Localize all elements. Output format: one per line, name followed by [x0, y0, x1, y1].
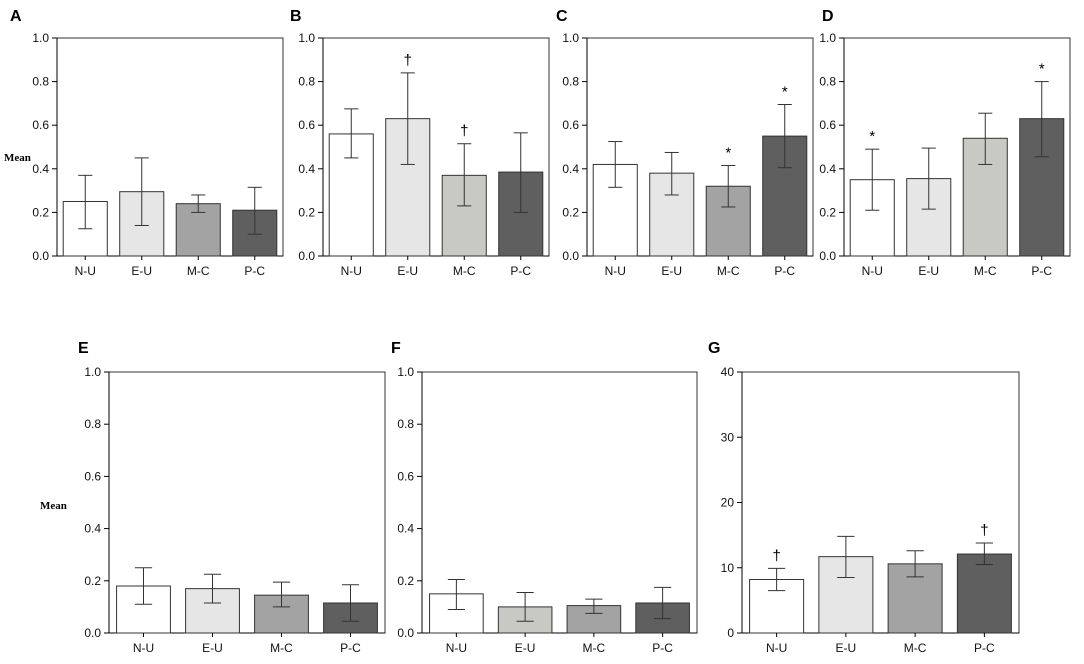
chart-panel-C: C 0.0 0.2 0.4 0.6 0.8 1.0 N-U E-U * M-C * P-C: [556, 8, 814, 278]
x-tick-label: N-U: [75, 264, 96, 278]
y-tick-label: 0.0: [819, 249, 836, 263]
x-tick-label: P-C: [244, 264, 265, 278]
y-tick-label: 0.0: [562, 249, 579, 263]
y-tick-label: 0.4: [819, 162, 836, 176]
y-tick-label: 0.4: [397, 522, 414, 536]
y-tick-label: 0.6: [397, 469, 414, 483]
x-tick-label: P-C: [974, 641, 995, 655]
x-tick-label: M-C: [974, 264, 997, 278]
y-tick-label: 20: [721, 496, 735, 510]
y-tick-label: 1.0: [562, 31, 579, 45]
x-tick-label: N-U: [341, 264, 362, 278]
x-tick-label: M-C: [717, 264, 740, 278]
x-tick-label: M-C: [583, 641, 606, 655]
y-tick-label: 0.2: [298, 205, 315, 219]
panel-letter-d: D: [822, 8, 834, 25]
y-tick-label: 1.0: [397, 365, 414, 379]
x-tick-label: M-C: [453, 264, 476, 278]
y-tick-label: 0.8: [819, 75, 836, 89]
y-tick-label: 0.8: [397, 417, 414, 431]
y-tick-label: 1.0: [32, 31, 49, 45]
x-tick-label: P-C: [510, 264, 531, 278]
y-axis-label: Mean: [40, 500, 67, 512]
x-tick-label: E-U: [661, 264, 682, 278]
significance-marker: †: [460, 123, 468, 140]
x-tick-label: E-U: [515, 641, 536, 655]
y-tick-label: 0.6: [298, 118, 315, 132]
y-tick-label: 0.2: [562, 205, 579, 219]
x-tick-label: M-C: [904, 641, 927, 655]
significance-marker: †: [980, 522, 988, 539]
x-tick-label: E-U: [836, 641, 857, 655]
chart-panel-A: A Mean 0.0 0.2 0.4 0.6 0.8 1.0 N-U E-U M-C P-C: [4, 8, 284, 278]
significance-marker: *: [1039, 61, 1045, 78]
chart-panel-G: G 0 10 20 30 40 † N-U E-U M-C † P-C: [708, 340, 1020, 655]
x-tick-label: N-U: [133, 641, 154, 655]
y-tick-label: 0.2: [397, 574, 414, 588]
y-tick-label: 10: [721, 561, 735, 575]
y-tick-label: 0.8: [84, 417, 101, 431]
y-tick-label: 0.0: [397, 626, 414, 640]
y-tick-label: 0.4: [298, 162, 315, 176]
x-tick-label: P-C: [774, 264, 795, 278]
y-tick-label: 0.6: [819, 118, 836, 132]
panel-letter-f: F: [391, 340, 401, 357]
y-tick-label: 0.6: [32, 118, 49, 132]
x-tick-label: E-U: [131, 264, 152, 278]
significance-marker: *: [782, 83, 788, 100]
y-tick-label: 0.8: [298, 75, 315, 89]
y-tick-label: 0: [727, 626, 734, 640]
y-tick-label: 0.8: [562, 75, 579, 89]
panel-letter-a: A: [10, 8, 22, 25]
y-tick-label: 0.0: [298, 249, 315, 263]
x-tick-label: P-C: [340, 641, 361, 655]
chart-panel-D: D 0.0 0.2 0.4 0.6 0.8 1.0 * N-U E-U M-C * P-C: [819, 8, 1071, 278]
x-tick-label: E-U: [918, 264, 939, 278]
significance-marker: *: [725, 145, 731, 162]
x-tick-label: P-C: [1031, 264, 1052, 278]
chart-panel-E: E Mean 0.0 0.2 0.4 0.6 0.8 1.0 N-U E-U M-C P-C: [40, 340, 386, 655]
significance-marker: *: [869, 128, 875, 145]
x-tick-label: N-U: [862, 264, 883, 278]
y-tick-label: 0.8: [32, 75, 49, 89]
y-tick-label: 0.2: [819, 205, 836, 219]
panel-letter-g: G: [708, 340, 720, 357]
panel-letter-b: B: [290, 8, 302, 25]
x-tick-label: N-U: [605, 264, 626, 278]
x-tick-label: N-U: [446, 641, 467, 655]
y-tick-label: 0.6: [562, 118, 579, 132]
chart-panel-B: B 0.0 0.2 0.4 0.6 0.8 1.0 N-U † E-U † M-C P-C: [290, 8, 550, 278]
significance-marker: †: [404, 52, 412, 69]
y-tick-label: 0.4: [32, 162, 49, 176]
y-tick-label: 1.0: [84, 365, 101, 379]
x-tick-label: M-C: [187, 264, 210, 278]
x-tick-label: M-C: [270, 641, 293, 655]
bar-p-c: [956, 553, 1012, 634]
y-tick-label: 0.2: [32, 205, 49, 219]
y-tick-label: 30: [721, 430, 735, 444]
y-tick-label: 0.2: [84, 574, 101, 588]
y-tick-label: 40: [721, 365, 735, 379]
y-tick-label: 1.0: [298, 31, 315, 45]
y-tick-label: 0.4: [562, 162, 579, 176]
y-tick-label: 1.0: [819, 31, 836, 45]
panel-letter-c: C: [556, 8, 568, 25]
x-tick-label: E-U: [397, 264, 418, 278]
y-tick-label: 0.0: [32, 249, 49, 263]
y-axis-label: Mean: [4, 152, 31, 164]
y-tick-label: 0.4: [84, 522, 101, 536]
y-tick-label: 0.0: [84, 626, 101, 640]
x-tick-label: E-U: [202, 641, 223, 655]
y-tick-label: 0.6: [84, 469, 101, 483]
panel-letter-e: E: [78, 340, 89, 357]
x-tick-label: N-U: [766, 641, 787, 655]
chart-panel-F: F 0.0 0.2 0.4 0.6 0.8 1.0 N-U E-U M-C P-C: [391, 340, 698, 655]
x-tick-label: P-C: [652, 641, 673, 655]
significance-marker: †: [772, 547, 780, 564]
